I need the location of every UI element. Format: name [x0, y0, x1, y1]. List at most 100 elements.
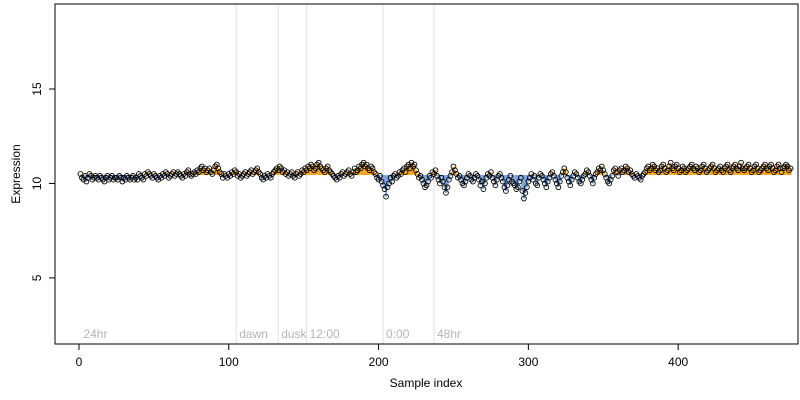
- data-point: [720, 169, 726, 175]
- data-point: [736, 163, 743, 170]
- data-point: [501, 184, 508, 191]
- data-point: [506, 176, 512, 183]
- data-point: [600, 167, 607, 174]
- data-point: [613, 169, 620, 175]
- data-point: [709, 161, 716, 168]
- data-point: [428, 174, 434, 181]
- data-point: [562, 169, 569, 175]
- data-point: [354, 167, 361, 174]
- data-point: [660, 161, 667, 168]
- data-point: [745, 161, 752, 168]
- data-point: [673, 161, 680, 168]
- data-point: [179, 174, 186, 181]
- x-tick-label: 400: [668, 355, 688, 369]
- data-point: [492, 182, 499, 189]
- data-point: [140, 176, 147, 183]
- data-point: [553, 180, 560, 187]
- data-point: [565, 178, 572, 185]
- y-axis-label: Expression: [9, 144, 23, 203]
- data-point: [452, 167, 458, 174]
- data-point: [555, 184, 562, 191]
- data-point: [227, 173, 234, 179]
- data-point: [591, 174, 598, 181]
- data-point: [515, 184, 521, 191]
- data-point: [486, 173, 493, 179]
- data-points: [77, 159, 794, 202]
- y-tick-label: 10: [30, 176, 44, 190]
- data-point: [324, 163, 331, 170]
- data-point: [753, 161, 759, 168]
- data-point: [402, 169, 409, 175]
- data-point: [667, 159, 674, 166]
- data-point: [303, 167, 310, 174]
- data-point: [594, 169, 601, 175]
- data-point: [348, 173, 355, 179]
- data-point: [561, 165, 568, 172]
- data-point: [413, 167, 419, 174]
- data-point: [768, 161, 774, 168]
- time-marker-label: dusk: [281, 327, 307, 341]
- data-point: [543, 184, 550, 191]
- x-axis-label: Sample index: [390, 376, 463, 390]
- data-point: [568, 176, 575, 183]
- data-point: [185, 167, 192, 174]
- data-point: [377, 173, 383, 179]
- data-point: [778, 169, 785, 175]
- data-point: [577, 180, 584, 187]
- data-point: [444, 184, 451, 191]
- data-point: [651, 163, 658, 170]
- data-point: [158, 174, 165, 181]
- data-point: [784, 163, 791, 170]
- data-point: [482, 180, 488, 187]
- data-point: [297, 171, 304, 177]
- data-point: [522, 190, 529, 196]
- time-marker-label: dawn: [239, 327, 268, 341]
- data-point: [83, 178, 90, 185]
- axes: 0 100 200 300 400 5 10 15: [30, 82, 688, 369]
- data-point: [504, 182, 511, 189]
- data-point: [267, 174, 274, 181]
- data-point: [378, 178, 385, 185]
- data-point: [384, 184, 391, 191]
- data-point: [727, 169, 734, 175]
- time-marker-label: 48hr: [437, 327, 461, 341]
- x-tick-label: 200: [369, 355, 389, 369]
- data-point: [609, 173, 616, 179]
- data-point: [601, 171, 608, 177]
- data-point: [589, 180, 596, 187]
- data-point: [408, 159, 415, 166]
- data-point: [500, 178, 506, 185]
- data-point: [538, 173, 545, 179]
- data-point: [333, 176, 340, 183]
- data-point: [579, 176, 586, 183]
- data-point: [155, 176, 162, 183]
- data-point: [637, 176, 644, 183]
- data-point: [281, 167, 288, 174]
- data-point: [192, 171, 199, 177]
- data-point: [438, 174, 445, 181]
- data-point: [417, 173, 424, 179]
- data-point: [260, 176, 267, 183]
- data-point: [474, 173, 481, 179]
- data-point: [198, 163, 205, 170]
- data-point: [544, 178, 551, 185]
- data-point: [606, 180, 613, 187]
- data-point: [375, 176, 382, 183]
- data-point: [597, 167, 604, 174]
- y-tick-label: 15: [30, 82, 44, 96]
- data-point: [588, 176, 595, 183]
- data-point: [516, 178, 523, 185]
- data-point: [233, 169, 240, 175]
- data-point: [453, 171, 460, 177]
- data-point: [130, 173, 136, 179]
- data-point: [488, 169, 494, 175]
- data-point: [491, 178, 497, 185]
- data-point: [521, 195, 527, 202]
- data-point: [461, 182, 467, 189]
- data-point: [440, 178, 446, 185]
- data-point: [518, 174, 524, 181]
- data-point: [558, 173, 565, 179]
- data-point: [787, 165, 794, 172]
- data-point: [215, 165, 222, 172]
